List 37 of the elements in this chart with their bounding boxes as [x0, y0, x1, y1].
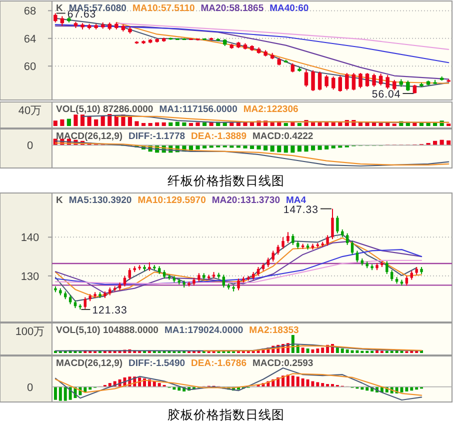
text: MA5:130.3920 — [68, 195, 132, 206]
text: 100万 — [15, 326, 45, 338]
series-label: MA1:179024.0000 — [164, 325, 244, 336]
text: MA40:60 — [270, 3, 309, 14]
series-label: MA10:57.5110 — [132, 3, 195, 14]
annotation: 121.33 — [92, 304, 128, 316]
y-tick-label: 60 — [24, 61, 36, 74]
text: 40万 — [18, 105, 42, 117]
y-tick-label: 140 — [20, 232, 40, 244]
annotation: MACD(26,12,9) — [56, 131, 123, 142]
series-label: MA2:18353 — [249, 325, 299, 336]
text: 胶板价格指数日线图 — [168, 408, 284, 422]
series-label: DIFF:-1.5490 — [128, 358, 186, 369]
y-tick-label: 130 — [20, 270, 40, 283]
text: MA10:129.5970 — [138, 195, 206, 206]
annotation: 147.33 — [283, 204, 318, 216]
annotation: VOL(5,10) 104888.0000 — [56, 325, 158, 336]
series-label: MA2:122306 — [243, 104, 298, 115]
series-label: DEA:-1.3889 — [191, 131, 246, 142]
series-label: MA1:117156.0000 — [159, 104, 238, 115]
series-label: MACD:0.2593 — [252, 358, 314, 369]
text: 0 — [26, 382, 34, 394]
series-label: DIFF:-1.1778 — [128, 131, 186, 142]
y-tick-label: 68 — [24, 6, 36, 18]
annotation: K — [56, 195, 63, 206]
y-tick-label: 64 — [24, 33, 36, 46]
series-label: MA20:58.1865 — [200, 3, 264, 14]
text: 纤板价格指数日线图 — [168, 174, 284, 188]
annotation: K — [56, 3, 63, 14]
series-label: DEA:-1.6786 — [191, 358, 246, 369]
text: 0 — [26, 140, 34, 152]
text: MA4 — [286, 195, 307, 206]
annotation: MACD(26,12,9) — [56, 358, 123, 369]
annotation: VOL(5,10) 87286.0000 — [56, 104, 154, 115]
annotation: 56.04 — [372, 88, 401, 100]
text: MA20:131.3730 — [212, 195, 280, 206]
series-label: MACD:0.4222 — [252, 131, 314, 142]
